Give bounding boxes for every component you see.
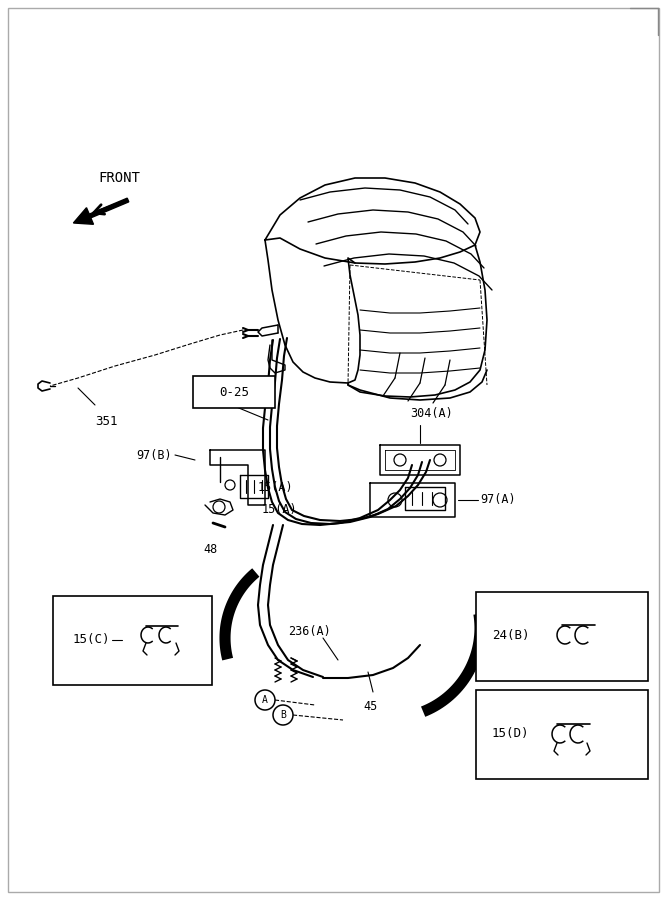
FancyBboxPatch shape <box>476 690 648 779</box>
Text: 48: 48 <box>203 543 217 556</box>
Text: 304(A): 304(A) <box>410 407 453 420</box>
Text: FRONT: FRONT <box>98 171 140 185</box>
Text: 15(D): 15(D) <box>492 727 530 741</box>
Text: 15(C): 15(C) <box>73 634 110 646</box>
FancyBboxPatch shape <box>53 596 212 685</box>
Text: 15(A): 15(A) <box>258 482 293 494</box>
Text: B: B <box>280 710 286 720</box>
Text: 97(B): 97(B) <box>136 448 172 462</box>
Text: 24(B): 24(B) <box>492 629 530 643</box>
Text: 236(A): 236(A) <box>288 626 331 638</box>
Text: 97(A): 97(A) <box>480 493 516 507</box>
FancyArrow shape <box>73 198 129 224</box>
Text: 351: 351 <box>95 415 117 428</box>
FancyBboxPatch shape <box>476 592 648 681</box>
Text: A: A <box>262 695 268 705</box>
Text: 45: 45 <box>363 700 377 713</box>
Text: 0-25: 0-25 <box>219 386 249 400</box>
FancyBboxPatch shape <box>193 376 275 408</box>
Text: 15(A): 15(A) <box>262 503 297 517</box>
